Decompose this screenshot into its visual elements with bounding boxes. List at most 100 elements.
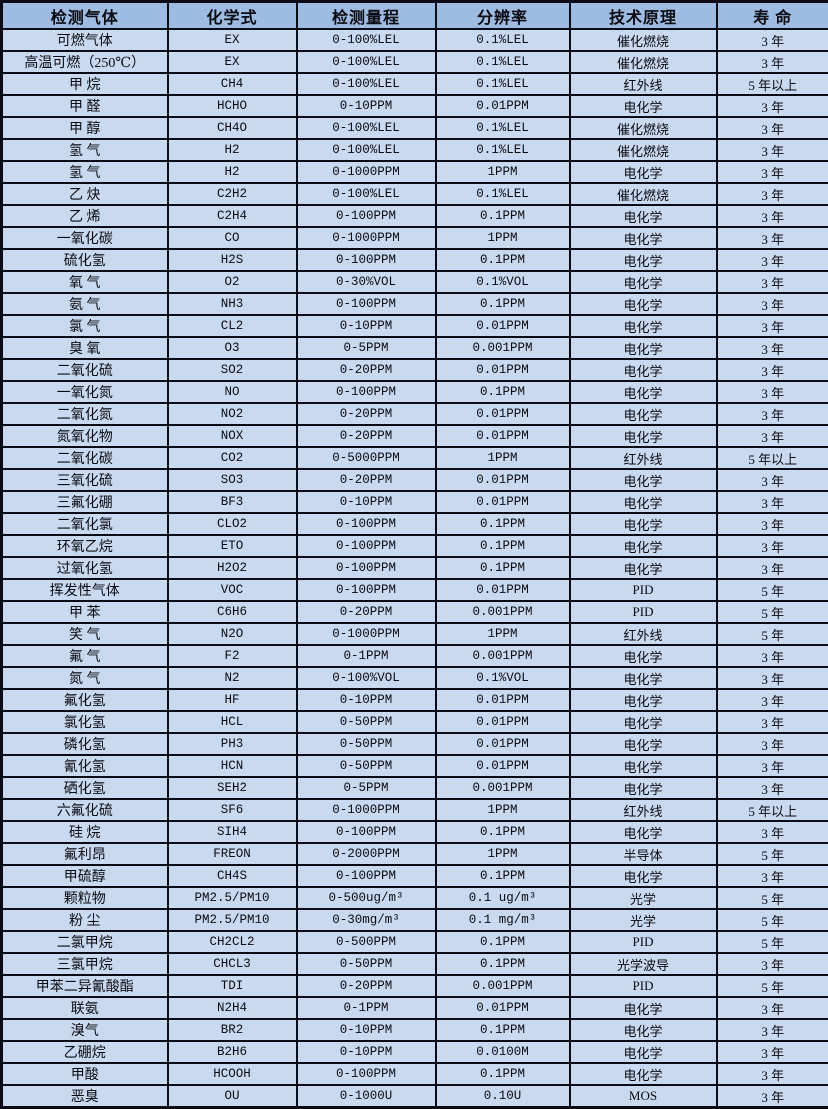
resolution-cell: 0.001PPM: [436, 975, 570, 997]
formula-cell: H2: [168, 161, 297, 183]
range-cell: 0-5PPM: [297, 337, 436, 359]
principle-cell: 电化学: [570, 491, 717, 513]
principle-cell: 电化学: [570, 821, 717, 843]
range-cell: 0-100PPM: [297, 1063, 436, 1085]
lifespan-cell: 5 年: [717, 931, 828, 953]
formula-cell: PM2.5/PM10: [168, 887, 297, 909]
formula-cell: CH4O: [168, 117, 297, 139]
column-header-lifespan: 寿 命: [717, 2, 828, 30]
range-cell: 0-1000PPM: [297, 623, 436, 645]
gas-name-cell: 乙 炔: [2, 183, 168, 205]
formula-cell: B2H6: [168, 1041, 297, 1063]
range-cell: 0-100PPM: [297, 579, 436, 601]
resolution-cell: 0.1%LEL: [436, 117, 570, 139]
range-cell: 0-10PPM: [297, 95, 436, 117]
formula-cell: CH4: [168, 73, 297, 95]
resolution-cell: 0.01PPM: [436, 425, 570, 447]
lifespan-cell: 5 年以上: [717, 799, 828, 821]
resolution-cell: 0.10U: [436, 1085, 570, 1108]
range-cell: 0-20PPM: [297, 403, 436, 425]
principle-cell: 催化燃烧: [570, 117, 717, 139]
resolution-cell: 0.001PPM: [436, 601, 570, 623]
gas-name-cell: 三氯甲烷: [2, 953, 168, 975]
gas-name-cell: 氟化氢: [2, 689, 168, 711]
gas-name-cell: 甲 苯: [2, 601, 168, 623]
gas-name-cell: 一氧化碳: [2, 227, 168, 249]
gas-name-cell: 挥发性气体: [2, 579, 168, 601]
principle-cell: MOS: [570, 1085, 717, 1108]
range-cell: 0-5PPM: [297, 777, 436, 799]
principle-cell: 电化学: [570, 557, 717, 579]
resolution-cell: 0.1PPM: [436, 293, 570, 315]
principle-cell: 电化学: [570, 711, 717, 733]
lifespan-cell: 3 年: [717, 557, 828, 579]
lifespan-cell: 3 年: [717, 1063, 828, 1085]
range-cell: 0-100%LEL: [297, 51, 436, 73]
lifespan-cell: 3 年: [717, 689, 828, 711]
resolution-cell: 0.1PPM: [436, 535, 570, 557]
gas-name-cell: 甲 醇: [2, 117, 168, 139]
lifespan-cell: 3 年: [717, 315, 828, 337]
resolution-cell: 0.1PPM: [436, 1019, 570, 1041]
gas-name-cell: 粉 尘: [2, 909, 168, 931]
formula-cell: N2H4: [168, 997, 297, 1019]
resolution-cell: 0.1PPM: [436, 249, 570, 271]
formula-cell: HF: [168, 689, 297, 711]
gas-name-cell: 氮 气: [2, 667, 168, 689]
principle-cell: 电化学: [570, 667, 717, 689]
resolution-cell: 0.01PPM: [436, 315, 570, 337]
range-cell: 0-30mg/m³: [297, 909, 436, 931]
column-header-range: 检测量程: [297, 2, 436, 30]
gas-name-cell: 氯化氢: [2, 711, 168, 733]
formula-cell: HCN: [168, 755, 297, 777]
lifespan-cell: 5 年: [717, 909, 828, 931]
column-header-formula: 化学式: [168, 2, 297, 30]
lifespan-cell: 5 年以上: [717, 73, 828, 95]
lifespan-cell: 3 年: [717, 95, 828, 117]
principle-cell: 半导体: [570, 843, 717, 865]
resolution-cell: 0.1 mg/m³: [436, 909, 570, 931]
gas-name-cell: 氟 气: [2, 645, 168, 667]
range-cell: 0-50PPM: [297, 711, 436, 733]
lifespan-cell: 3 年: [717, 205, 828, 227]
resolution-cell: 0.01PPM: [436, 755, 570, 777]
resolution-cell: 0.1PPM: [436, 1063, 570, 1085]
lifespan-cell: 3 年: [717, 953, 828, 975]
range-cell: 0-10PPM: [297, 491, 436, 513]
lifespan-cell: 5 年: [717, 579, 828, 601]
gas-name-cell: 硫化氢: [2, 249, 168, 271]
principle-cell: 电化学: [570, 997, 717, 1019]
header-row: 检测气体 化学式 检测量程 分辨率 技术原理 寿 命: [2, 2, 828, 30]
principle-cell: 催化燃烧: [570, 51, 717, 73]
formula-cell: CO: [168, 227, 297, 249]
formula-cell: SO2: [168, 359, 297, 381]
principle-cell: 电化学: [570, 205, 717, 227]
formula-cell: C2H4: [168, 205, 297, 227]
principle-cell: 红外线: [570, 447, 717, 469]
lifespan-cell: 3 年: [717, 711, 828, 733]
lifespan-cell: 3 年: [717, 755, 828, 777]
formula-cell: H2O2: [168, 557, 297, 579]
resolution-cell: 0.01PPM: [436, 689, 570, 711]
lifespan-cell: 3 年: [717, 161, 828, 183]
